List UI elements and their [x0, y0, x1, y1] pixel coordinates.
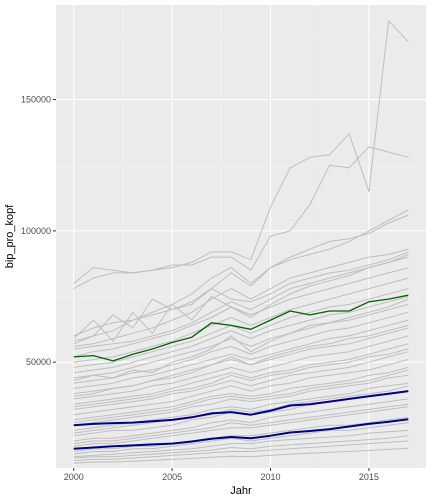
background-series-line: [73, 209, 409, 342]
x-tick-label: 2015: [359, 472, 379, 482]
minor-gridlines: [56, 5, 426, 468]
background-series-line: [73, 288, 409, 368]
background-series-line: [73, 374, 409, 426]
background-series-line: [73, 348, 409, 408]
y-axis-title: bip_pro_kopf: [4, 204, 16, 269]
background-series-line: [73, 254, 409, 342]
y-axis: 50000 100000 150000: [21, 95, 56, 367]
x-axis: 2000 2005 2010 2015: [64, 468, 379, 482]
x-tick-label: 2005: [162, 472, 182, 482]
background-series-line: [73, 398, 409, 442]
background-series-line: [73, 267, 409, 358]
background-series-line: [73, 422, 409, 455]
background-series-line: [73, 319, 409, 389]
background-series-group: [73, 20, 409, 464]
highlight-series-line: [73, 294, 409, 362]
x-axis-title: Jahr: [230, 485, 252, 497]
y-tick-label: 100000: [21, 226, 51, 236]
highlight-series-line: [73, 418, 409, 450]
background-series-line: [73, 359, 409, 416]
background-series-line: [73, 429, 409, 458]
background-series-line: [73, 303, 409, 379]
highlight-series-line: [73, 390, 409, 427]
background-series-line: [73, 335, 409, 400]
background-series-line: [73, 385, 409, 434]
background-series-line: [73, 256, 409, 350]
x-tick-label: 2010: [261, 472, 281, 482]
background-series-line: [73, 435, 409, 459]
background-series-line: [73, 369, 409, 424]
background-series-line: [73, 248, 409, 347]
background-series-line: [73, 343, 409, 405]
background-series-line: [73, 351, 409, 410]
highlight-series-group: [73, 294, 409, 450]
background-series-line: [73, 296, 409, 374]
background-series-line: [73, 324, 409, 397]
background-series-line: [73, 366, 409, 421]
y-tick-label: 150000: [21, 95, 51, 105]
background-series-line: [73, 298, 409, 381]
background-series-line: [73, 447, 409, 464]
background-series-line: [73, 251, 409, 345]
background-series-line: [73, 311, 409, 384]
plot-panel: [56, 5, 426, 468]
background-series-line: [73, 146, 409, 290]
background-series-line: [73, 214, 409, 337]
background-series-line: [73, 406, 409, 447]
background-series-line: [73, 416, 409, 452]
x-tick-label: 2000: [64, 472, 84, 482]
y-tick-label: 50000: [26, 357, 51, 367]
background-series-line: [73, 440, 409, 462]
background-series-line: [73, 277, 409, 363]
background-series-line: [73, 403, 409, 445]
